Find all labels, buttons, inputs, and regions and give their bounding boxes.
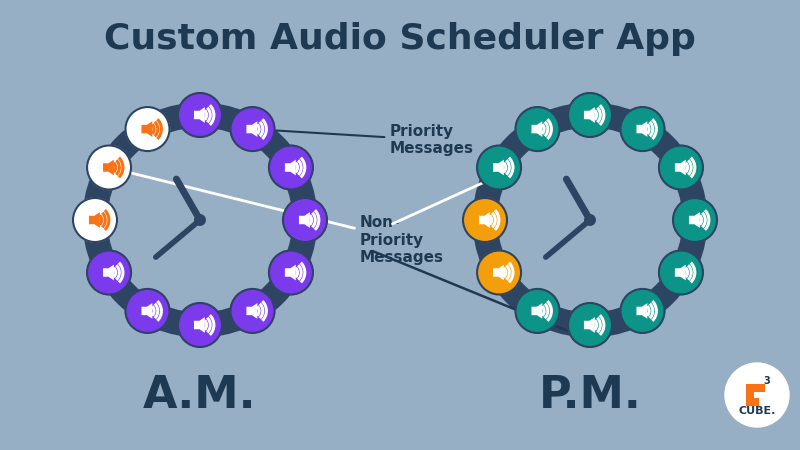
Polygon shape [103,265,114,280]
Circle shape [568,93,612,137]
Polygon shape [531,121,542,137]
Polygon shape [689,212,700,228]
Circle shape [477,145,521,189]
Circle shape [87,251,131,294]
Polygon shape [746,384,765,406]
Circle shape [621,107,665,151]
Polygon shape [584,317,595,333]
Polygon shape [584,107,595,123]
Circle shape [194,215,206,225]
Circle shape [568,303,612,347]
Text: P.M.: P.M. [538,374,642,417]
Circle shape [515,289,559,333]
Circle shape [463,198,507,242]
Circle shape [621,289,665,333]
Polygon shape [285,265,296,280]
Circle shape [126,289,170,333]
Circle shape [178,303,222,347]
Polygon shape [637,121,647,137]
Circle shape [515,107,559,151]
Circle shape [659,251,703,294]
Circle shape [126,107,170,151]
Polygon shape [89,212,100,228]
Polygon shape [479,212,490,228]
Polygon shape [142,303,152,319]
Polygon shape [285,160,296,176]
Text: A.M.: A.M. [143,374,257,417]
Text: 3: 3 [763,376,770,386]
Text: Priority
Messages: Priority Messages [258,124,474,156]
Circle shape [230,289,274,333]
Polygon shape [675,160,686,176]
Circle shape [659,145,703,189]
Circle shape [269,145,313,189]
Polygon shape [142,121,152,137]
Circle shape [585,215,595,225]
Circle shape [178,93,222,137]
Circle shape [283,198,327,242]
Polygon shape [246,121,258,137]
Text: Custom Audio Scheduler App: Custom Audio Scheduler App [104,22,696,56]
Polygon shape [299,212,310,228]
Circle shape [269,251,313,294]
Circle shape [73,198,117,242]
Polygon shape [103,160,114,176]
Polygon shape [194,317,205,333]
Polygon shape [637,303,647,319]
Circle shape [230,107,274,151]
Polygon shape [246,303,258,319]
Polygon shape [194,107,205,123]
Polygon shape [493,265,504,280]
Text: Non-
Priority
Messages: Non- Priority Messages [114,167,444,265]
Circle shape [725,363,789,427]
Circle shape [673,198,717,242]
Polygon shape [531,303,542,319]
Circle shape [87,145,131,189]
Circle shape [477,251,521,294]
Polygon shape [675,265,686,280]
Text: CUBE.: CUBE. [738,406,776,416]
Polygon shape [493,160,504,176]
